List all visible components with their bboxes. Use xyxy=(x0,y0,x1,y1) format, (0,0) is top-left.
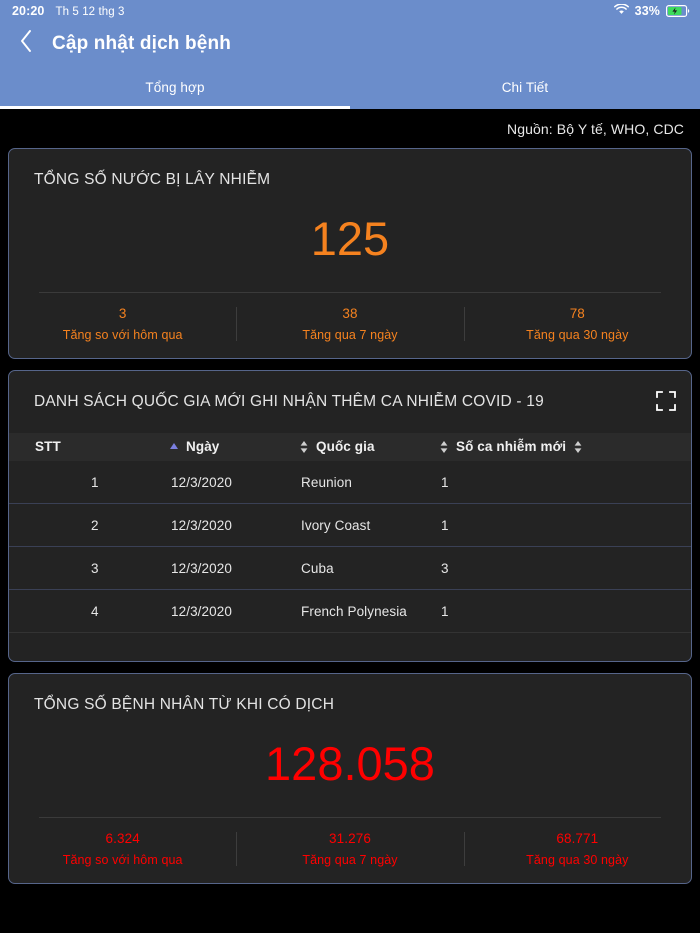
table-row[interactable]: 3 12/3/2020 Cuba 3 xyxy=(9,546,691,590)
card-title: TỔNG SỐ BỆNH NHÂN TỪ KHI CÓ DỊCH xyxy=(34,696,335,713)
stat-value: 38 xyxy=(342,306,358,321)
stat-label: Tăng qua 30 ngày xyxy=(526,853,629,867)
total-countries-value: 125 xyxy=(310,212,390,265)
card-title: TỔNG SỐ NƯỚC BỊ LÂY NHIỄM xyxy=(34,171,271,188)
column-label: Số ca nhiễm mới xyxy=(456,439,567,454)
tab-label: Chi Tiết xyxy=(501,80,549,95)
sort-both-icon xyxy=(299,440,309,454)
stat-cell: 6.324 Tăng so với hôm qua xyxy=(9,831,236,867)
column-header-ngay[interactable]: Ngày xyxy=(169,433,299,461)
cell-stt: 4 xyxy=(9,589,169,633)
status-date: Th 5 12 thg 3 xyxy=(55,5,125,18)
wifi-icon xyxy=(613,2,629,18)
cell-stt: 3 xyxy=(9,546,169,590)
cell-ngay: 12/3/2020 xyxy=(169,546,299,590)
cell-stt: 1 xyxy=(9,461,169,504)
sort-ascending-icon xyxy=(169,441,179,453)
battery-charging-icon xyxy=(666,4,690,17)
sort-both-icon xyxy=(439,440,449,454)
stat-label: Tăng so với hôm qua xyxy=(62,328,183,342)
column-label: Ngày xyxy=(186,439,220,454)
cell-so-ca: 1 xyxy=(439,461,691,504)
status-bar-right: 33% xyxy=(613,2,690,18)
patients-stats-row: 6.324 Tăng so với hôm qua 31.276 Tăng qu… xyxy=(9,818,691,883)
table-bottom-spacer xyxy=(9,633,691,661)
table-wrapper: STT Ngày xyxy=(9,412,691,661)
status-bar-left: 20:20 Th 5 12 thg 3 xyxy=(12,4,125,18)
divider xyxy=(39,817,661,818)
chevron-left-icon xyxy=(20,30,33,57)
stat-cell: 31.276 Tăng qua 7 ngày xyxy=(236,831,463,867)
status-bar: 20:20 Th 5 12 thg 3 33% xyxy=(0,0,700,21)
column-header-so-ca-nhiem-moi[interactable]: Số ca nhiễm mới xyxy=(439,433,691,461)
stat-cell: 3 Tăng so với hôm qua xyxy=(9,306,236,342)
cell-stt: 2 xyxy=(9,503,169,547)
stat-cell: 78 Tăng qua 30 ngày xyxy=(463,306,691,342)
sort-both-icon xyxy=(573,440,583,454)
stat-value: 78 xyxy=(569,306,585,321)
back-button[interactable] xyxy=(14,30,38,58)
status-time: 20:20 xyxy=(12,3,45,18)
fullscreen-expand-icon[interactable] xyxy=(655,390,677,412)
cell-quoc-gia: Reunion xyxy=(299,461,439,504)
stat-value: 31.276 xyxy=(329,831,371,846)
stat-label: Tăng qua 30 ngày xyxy=(526,328,629,342)
stat-label: Tăng qua 7 ngày xyxy=(302,328,398,342)
table-row[interactable]: 2 12/3/2020 Ivory Coast 1 xyxy=(9,503,691,547)
cell-quoc-gia: Ivory Coast xyxy=(299,503,439,547)
column-header-stt[interactable]: STT xyxy=(9,433,169,461)
divider xyxy=(39,292,661,293)
battery-percent: 33% xyxy=(634,3,660,18)
cell-so-ca: 1 xyxy=(439,589,691,633)
cell-ngay: 12/3/2020 xyxy=(169,589,299,633)
cell-quoc-gia: Cuba xyxy=(299,546,439,590)
stat-cell: 38 Tăng qua 7 ngày xyxy=(236,306,463,342)
stat-label: Tăng qua 7 ngày xyxy=(302,853,398,867)
tab-label: Tổng hợp xyxy=(145,80,205,95)
stat-value: 68.771 xyxy=(556,831,599,846)
card-title: DANH SÁCH QUỐC GIA MỚI GHI NHẬN THÊM CA … xyxy=(34,393,544,410)
card-total-patients: TỔNG SỐ BỆNH NHÂN TỪ KHI CÓ DỊCH 128.058… xyxy=(8,673,692,884)
cell-so-ca: 1 xyxy=(439,503,691,547)
card-new-countries-table: DANH SÁCH QUỐC GIA MỚI GHI NHẬN THÊM CA … xyxy=(8,370,692,662)
table-body: 1 12/3/2020 Reunion 1 2 12/3/2020 Ivory … xyxy=(9,461,691,633)
column-label: Quốc gia xyxy=(316,439,375,454)
countries-stats-row: 3 Tăng so với hôm qua 38 Tăng qua 7 ngày… xyxy=(9,293,691,358)
cell-quoc-gia: French Polynesia xyxy=(299,589,439,633)
tab-bar: Tổng hợp Chi Tiết xyxy=(0,66,700,109)
stat-label: Tăng so với hôm qua xyxy=(62,853,183,867)
stat-value: 6.324 xyxy=(105,831,140,846)
main-content: Nguồn: Bộ Y tế, WHO, CDC TỔNG SỐ NƯỚC BỊ… xyxy=(0,109,700,933)
cell-ngay: 12/3/2020 xyxy=(169,503,299,547)
column-header-quoc-gia[interactable]: Quốc gia xyxy=(299,433,439,461)
column-label: STT xyxy=(35,439,61,454)
cell-ngay: 12/3/2020 xyxy=(169,461,299,504)
stat-cell: 68.771 Tăng qua 30 ngày xyxy=(463,831,691,867)
table-header: STT Ngày xyxy=(9,433,691,461)
tab-tong-hop[interactable]: Tổng hợp xyxy=(0,66,350,109)
total-patients-value: 128.058 xyxy=(265,737,435,790)
card-total-infected-countries: TỔNG SỐ NƯỚC BỊ LÂY NHIỄM 125 3 Tăng so … xyxy=(8,148,692,359)
table-header-row: STT Ngày xyxy=(9,433,691,461)
table-card-header: DANH SÁCH QUỐC GIA MỚI GHI NHẬN THÊM CA … xyxy=(9,371,691,412)
source-note: Nguồn: Bộ Y tế, WHO, CDC xyxy=(507,121,684,137)
page-title: Cập nhật dịch bệnh xyxy=(52,32,231,54)
cell-so-ca: 3 xyxy=(439,546,691,590)
tab-chi-tiet[interactable]: Chi Tiết xyxy=(350,66,700,109)
table-row[interactable]: 1 12/3/2020 Reunion 1 xyxy=(9,461,691,504)
table-row[interactable]: 4 12/3/2020 French Polynesia 1 xyxy=(9,589,691,633)
app-bar: Cập nhật dịch bệnh xyxy=(0,21,700,66)
new-countries-table: STT Ngày xyxy=(9,433,691,633)
stat-value: 3 xyxy=(118,306,127,321)
